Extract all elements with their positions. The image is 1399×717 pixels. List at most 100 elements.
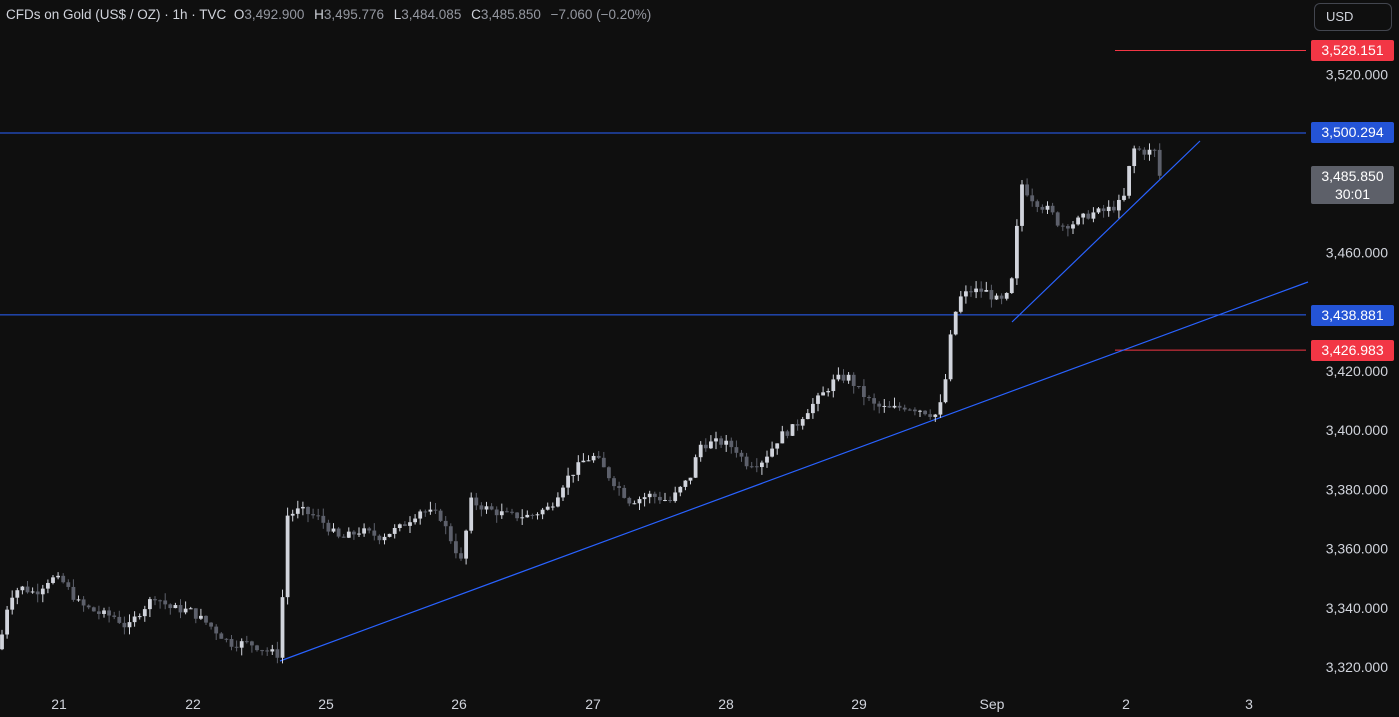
candle-bull: [15, 590, 20, 598]
trendline-short: [1011, 140, 1201, 323]
candle-bull: [525, 514, 530, 518]
candle-bull: [1106, 206, 1111, 212]
candle-bear: [66, 582, 71, 587]
x-tick-label: Sep: [980, 696, 1005, 712]
candle-bull: [571, 474, 576, 476]
y-tick-label: 3,460.000: [1326, 244, 1388, 260]
candle-bear: [867, 397, 871, 399]
candle-bear: [433, 509, 438, 511]
candle-bull: [428, 509, 433, 512]
candle-bull: [581, 460, 586, 463]
candle-bull: [775, 443, 780, 449]
candle-bull: [301, 506, 305, 509]
candle-bull: [1117, 199, 1121, 211]
candle-bull: [953, 311, 958, 335]
candle-bull: [647, 493, 652, 498]
candle-bull: [811, 403, 815, 414]
candle-bull: [561, 487, 565, 498]
candle-bear: [214, 626, 219, 634]
candle-bear: [438, 510, 443, 521]
x-tick-label: 26: [451, 696, 467, 712]
currency-button[interactable]: USD: [1314, 3, 1392, 31]
candle-bull: [632, 503, 637, 505]
candle-bear: [306, 506, 310, 515]
candle-bear: [1111, 206, 1116, 211]
candle-bull: [499, 511, 504, 516]
candle-bear: [719, 438, 723, 445]
candle-bear: [178, 605, 183, 613]
candle-bear: [913, 409, 917, 412]
candle-bull: [285, 515, 290, 598]
candle-bull: [1004, 292, 1009, 299]
candle-bull: [270, 649, 275, 652]
red-level-bottom-tag: 3,426.983: [1311, 340, 1394, 361]
candle-bull: [137, 616, 142, 618]
candle-bear: [856, 385, 861, 387]
candle-bear: [367, 528, 372, 531]
candle-bull: [780, 431, 785, 444]
candle-bear: [627, 497, 632, 504]
close-label: C: [471, 7, 481, 22]
candle-bear: [255, 645, 259, 651]
candle-bear: [749, 466, 754, 468]
y-tick-label: 3,400.000: [1326, 422, 1388, 438]
candle-bear: [321, 515, 326, 523]
candle-bear: [923, 410, 927, 415]
candle-bull: [1045, 205, 1050, 210]
last-price-value: 3,485.850: [1321, 168, 1384, 184]
candle-bull: [678, 486, 683, 493]
candle-bear: [739, 452, 744, 457]
last-price-tag: 3,485.850 30:01: [1311, 166, 1394, 204]
candle-bear: [841, 374, 846, 381]
candle-bull: [709, 441, 713, 449]
candle-bull: [464, 530, 468, 559]
candle-bear: [1055, 212, 1060, 226]
candle-bear: [1050, 205, 1055, 213]
candle-bull: [586, 460, 591, 462]
candle-bull: [76, 599, 81, 601]
candle-bear: [372, 530, 377, 536]
candle-bear: [163, 600, 168, 605]
candle-bear: [25, 586, 30, 593]
candle-bear: [652, 493, 657, 497]
candle-bull: [290, 513, 295, 516]
candle-bull: [408, 522, 412, 526]
candle-bull: [362, 528, 366, 534]
candle-bull: [5, 609, 9, 635]
candle-bear: [209, 622, 213, 627]
candle-bull: [984, 290, 989, 292]
candle-bear: [193, 608, 198, 619]
candle-bear: [515, 512, 519, 519]
y-tick-label: 3,520.000: [1326, 67, 1388, 83]
candle-bear: [86, 605, 91, 608]
candle-bear: [112, 615, 117, 617]
candle-bull: [1020, 184, 1024, 226]
candle-bear: [326, 522, 331, 532]
candle-bull: [520, 517, 525, 519]
candle-bear: [250, 641, 254, 646]
candle-bear: [107, 610, 111, 616]
candle-bear: [443, 520, 448, 527]
candle-bear: [352, 531, 356, 535]
candle-bull: [397, 524, 402, 528]
candle-bear: [1101, 208, 1106, 212]
candle-bull: [821, 392, 825, 396]
x-tick-label: 29: [851, 696, 867, 712]
candle-bear: [377, 535, 382, 541]
candle-bull: [663, 499, 667, 501]
candle-bull: [994, 295, 999, 300]
blue-level-bottom-tag: 3,438.881: [1311, 305, 1394, 326]
candle-bull: [0, 634, 4, 650]
candle-bear: [1040, 206, 1045, 210]
candle-bull: [382, 536, 387, 541]
candle-bear: [989, 290, 994, 300]
candle-bull: [1127, 166, 1131, 196]
candle-bull: [173, 605, 178, 609]
candle-bear: [229, 639, 234, 647]
candle-bear: [168, 604, 173, 609]
candle-bull: [714, 438, 718, 442]
candle-bear: [703, 444, 708, 449]
candle-bear: [336, 528, 341, 537]
candle-bull: [20, 586, 25, 591]
